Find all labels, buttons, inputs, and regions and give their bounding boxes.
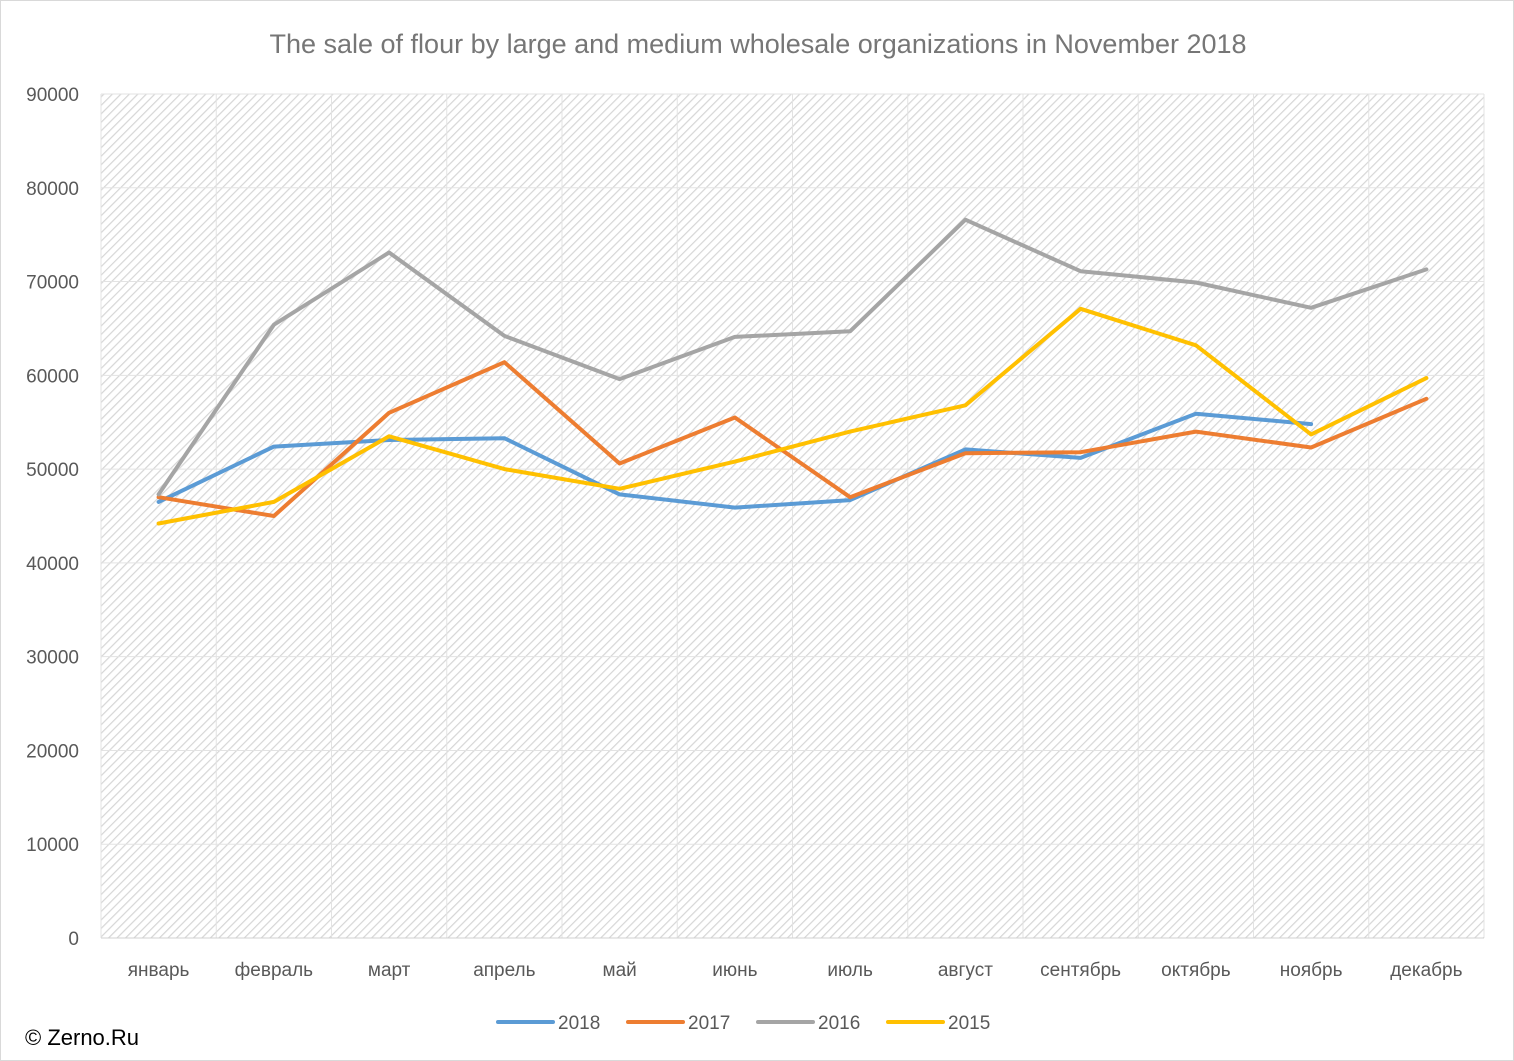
legend-label-2015: 2015 <box>948 1013 990 1034</box>
axes: 0 10000 20000 30000 40000 50000 60000 70000 8000… <box>26 85 1484 981</box>
legend: 2018 2017 2016 2015 <box>496 1013 990 1034</box>
series-lines <box>156 217 1429 526</box>
x-tick-label: апрель <box>473 960 535 981</box>
series-line-2018 <box>156 411 1314 510</box>
copyright-text: © Zerno.Ru <box>25 1025 139 1050</box>
y-tick-label: 80000 <box>26 179 79 200</box>
x-tick-label: август <box>938 960 993 981</box>
y-tick-label: 0 <box>68 929 79 950</box>
y-tick-label: 50000 <box>26 460 79 481</box>
x-tick-label: январь <box>128 960 190 981</box>
x-tick-label: июнь <box>712 960 757 981</box>
y-tick-label: 90000 <box>26 85 79 106</box>
x-tick-label: ноябрь <box>1280 960 1343 981</box>
x-tick-label: май <box>603 960 637 981</box>
y-tick-label: 20000 <box>26 741 79 762</box>
x-tick-label: декабрь <box>1390 960 1462 981</box>
y-tick-label: 40000 <box>26 554 79 575</box>
series-line-2017 <box>156 360 1429 518</box>
y-tick-label: 70000 <box>26 273 79 294</box>
series-line-2016 <box>156 217 1429 497</box>
legend-label-2017: 2017 <box>688 1013 730 1034</box>
chart-title: The sale of flour by large and medium wh… <box>269 29 1246 59</box>
x-tick-label: февраль <box>235 960 314 981</box>
legend-label-2016: 2016 <box>818 1013 860 1034</box>
y-tick-label: 30000 <box>26 648 79 669</box>
gridlines <box>100 93 1485 939</box>
series-line-2015 <box>156 306 1429 526</box>
legend-label-2018: 2018 <box>558 1013 600 1034</box>
x-tick-label: март <box>368 960 411 981</box>
x-tick-label: октябрь <box>1161 960 1231 981</box>
y-tick-label: 60000 <box>26 366 79 387</box>
y-tick-label: 10000 <box>26 835 79 856</box>
x-tick-label: июль <box>827 960 873 981</box>
x-tick-label: сентябрь <box>1040 960 1121 981</box>
